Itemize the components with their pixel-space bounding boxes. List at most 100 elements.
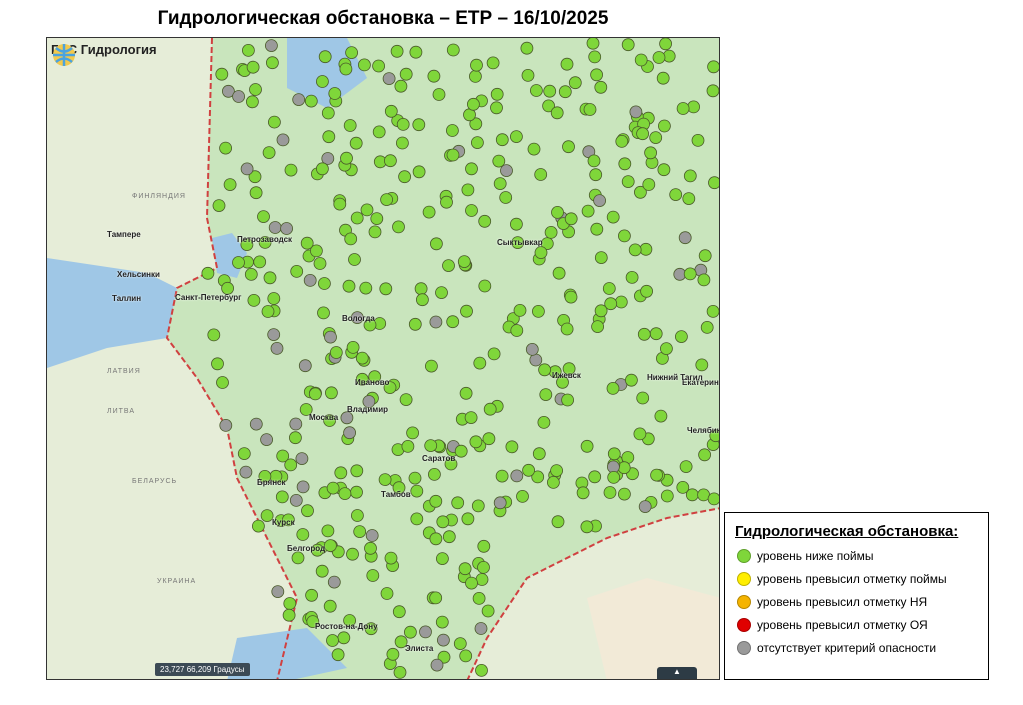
- gauge-station-marker: [372, 59, 386, 73]
- status-dot-icon: [737, 595, 751, 609]
- gauge-station-marker: [386, 647, 400, 661]
- gauge-station-marker: [370, 212, 384, 226]
- gauge-station-marker: [343, 614, 357, 627]
- gauge-station-marker: [614, 295, 628, 309]
- city-label: Владимир: [347, 405, 389, 414]
- status-dot-icon: [737, 641, 751, 655]
- city-label: Ижевск: [552, 371, 581, 380]
- gauge-station-marker: [558, 85, 572, 99]
- gauge-station-marker: [216, 376, 229, 389]
- gis-logo: ГИС Гидрология: [51, 42, 157, 66]
- gauge-station-marker: [586, 38, 600, 50]
- gauge-station-marker: [531, 304, 545, 318]
- gauge-station-marker: [257, 210, 270, 224]
- city-label: Тамбов: [381, 490, 411, 499]
- gauge-station-marker: [346, 547, 359, 561]
- logo-text: ГИС Гидрология: [51, 42, 157, 57]
- gauge-station-marker: [564, 290, 578, 304]
- gauge-station-marker: [349, 136, 363, 150]
- gauge-station-marker: [659, 38, 672, 51]
- gauge-station-marker: [324, 330, 337, 344]
- city-label: Таллин: [112, 294, 142, 303]
- gauge-station-marker: [581, 204, 595, 218]
- city-label: Саратов: [422, 454, 456, 463]
- gauge-station-marker: [707, 60, 719, 74]
- gauge-station-marker: [350, 311, 364, 325]
- gauge-station-marker: [470, 58, 483, 72]
- gauge-station-marker: [435, 286, 448, 300]
- map-canvas[interactable]: [47, 38, 720, 680]
- gauge-station-marker: [399, 67, 413, 81]
- gauge-station-marker: [364, 622, 378, 636]
- gauge-station-marker: [392, 220, 405, 234]
- city-label: Тампере: [107, 230, 141, 239]
- gauge-station-marker: [408, 317, 422, 331]
- gauge-station-marker: [698, 448, 711, 462]
- gauge-station-marker: [469, 435, 483, 449]
- gauge-station-marker: [309, 244, 323, 258]
- gauge-station-marker: [280, 222, 294, 235]
- status-dot-icon: [737, 572, 751, 586]
- hydrology-map[interactable]: ГИС Гидрология Петрозаводск Сыктывкар Санк…: [46, 37, 720, 680]
- gauge-station-marker: [669, 188, 683, 202]
- gauge-station-marker: [427, 69, 441, 83]
- gauge-station-marker: [429, 591, 443, 605]
- country-label: БЕЛАРУСЬ: [132, 478, 178, 485]
- gauge-station-marker: [607, 447, 621, 461]
- gauge-station-marker: [576, 486, 590, 500]
- gauge-station-marker: [495, 133, 509, 147]
- gauge-station-marker: [429, 532, 443, 546]
- gauge-station-marker: [328, 87, 342, 100]
- city-label: Вологда: [342, 314, 375, 323]
- state-border: [165, 38, 299, 679]
- gauge-station-marker: [317, 306, 330, 320]
- gauge-station-marker: [429, 237, 443, 251]
- gauge-station-marker: [527, 142, 541, 156]
- gauge-station-marker: [444, 457, 458, 471]
- gauge-station-marker: [303, 273, 317, 287]
- gauge-station-marker: [500, 164, 513, 178]
- gauge-station-marker: [593, 194, 606, 208]
- gauge-station-marker: [248, 170, 262, 184]
- gauge-station-marker: [562, 140, 575, 154]
- city-label: Белгород: [287, 544, 326, 553]
- gauge-station-marker: [372, 125, 386, 139]
- gauge-station-marker: [219, 418, 233, 432]
- gauge-station-marker: [246, 60, 260, 74]
- gauge-station-marker: [211, 357, 224, 371]
- gauge-station-marker: [543, 84, 557, 98]
- gauge-station-marker: [606, 381, 620, 395]
- gauge-station-marker: [495, 469, 509, 483]
- gauge-station-marker: [344, 232, 358, 246]
- gauge-station-marker: [522, 463, 536, 477]
- gauge-station-marker: [458, 562, 472, 576]
- gauge-station-marker: [301, 504, 314, 518]
- gauge-station-marker: [550, 464, 564, 478]
- gauge-station-marker: [468, 70, 482, 83]
- gauge-station-marker: [481, 604, 495, 618]
- gauge-station-marker: [380, 193, 394, 207]
- gauge-station-marker: [588, 50, 602, 64]
- gauge-station-marker: [323, 599, 337, 613]
- gauge-station-marker: [520, 41, 534, 55]
- gauge-station-marker: [649, 327, 663, 341]
- gauge-station-marker: [656, 71, 670, 85]
- gauge-station-marker: [459, 386, 473, 400]
- gauge-station-marker: [253, 255, 267, 269]
- gauge-station-marker: [398, 170, 412, 184]
- gauge-station-marker: [249, 417, 263, 431]
- gauge-station-marker: [392, 481, 406, 495]
- gauge-station-marker: [219, 141, 233, 155]
- gauge-station-marker: [477, 561, 490, 574]
- gauge-station-marker: [401, 439, 415, 453]
- gauge-station-marker: [675, 330, 688, 344]
- gauge-station-marker: [313, 257, 327, 270]
- collapse-panel-button[interactable]: ▲: [657, 667, 697, 679]
- coordinates-readout: 23,727 66,209 Градусы: [155, 663, 250, 676]
- gauge-station-marker: [683, 267, 697, 281]
- gauge-station-marker: [511, 236, 525, 250]
- gauge-station-marker: [465, 576, 478, 590]
- gauge-station-marker: [490, 87, 504, 101]
- gauge-station-marker: [478, 214, 492, 228]
- gauge-station-marker: [650, 468, 663, 482]
